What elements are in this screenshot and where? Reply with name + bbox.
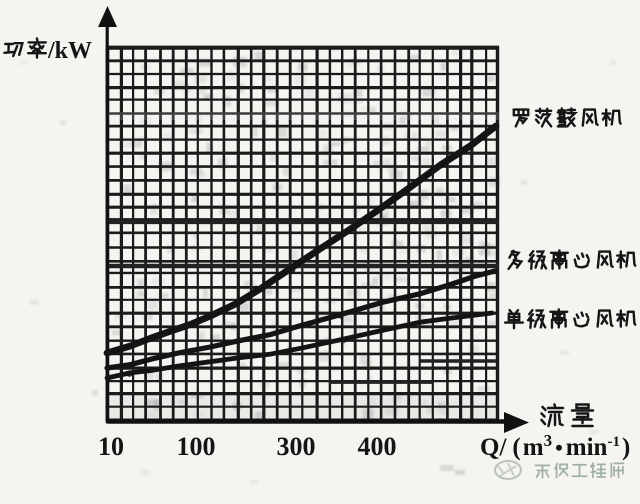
svg-text:300: 300	[277, 432, 316, 461]
svg-text:400: 400	[358, 432, 397, 461]
svg-text:/kW: /kW	[47, 38, 92, 64]
svg-text:10: 10	[98, 432, 124, 461]
svg-text:Q/(m3•min-1): Q/(m3 • min-1)	[480, 431, 630, 461]
svg-text:100: 100	[177, 432, 216, 461]
